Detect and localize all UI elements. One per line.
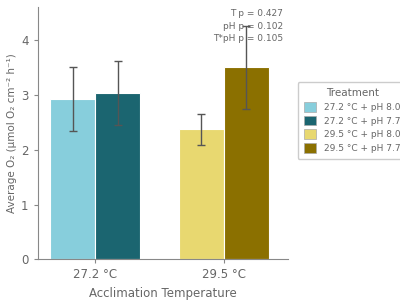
Bar [96,93,140,259]
Y-axis label: Average O₂ (µmol O₂ cm⁻² h⁻¹): Average O₂ (µmol O₂ cm⁻² h⁻¹) [7,53,17,213]
X-axis label: Acclimation Temperature: Acclimation Temperature [89,287,237,300]
Text: T p = 0.427
pH p = 0.102
T*pH p = 0.105: T p = 0.427 pH p = 0.102 T*pH p = 0.105 [213,10,283,44]
Bar [179,129,224,259]
Legend: 27.2 °C + pH 8.0, 27.2 °C + pH 7.7, 29.5 °C + pH 8.0, 29.5 °C + pH 7.7: 27.2 °C + pH 8.0, 27.2 °C + pH 7.7, 29.5… [298,82,400,159]
Bar [224,67,269,259]
Bar [50,99,96,259]
